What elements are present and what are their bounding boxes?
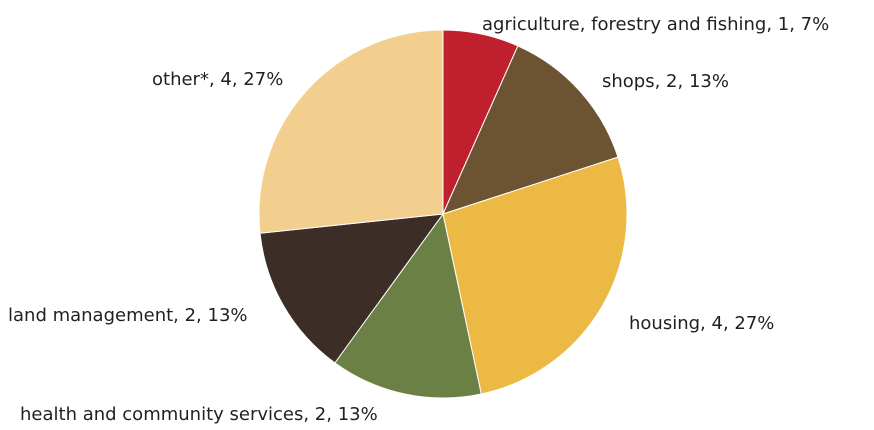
label-agriculture: agriculture, forestry and fishing, 1, 7% [482, 14, 829, 35]
label-other: other*, 4, 27% [152, 69, 283, 90]
label-land-management: land management, 2, 13% [8, 305, 248, 326]
pie-slice-other [259, 30, 443, 233]
label-shops: shops, 2, 13% [602, 71, 729, 92]
pie-slices [259, 30, 627, 398]
label-housing: housing, 4, 27% [629, 313, 774, 334]
label-health-community: health and community services, 2, 13% [20, 404, 378, 425]
